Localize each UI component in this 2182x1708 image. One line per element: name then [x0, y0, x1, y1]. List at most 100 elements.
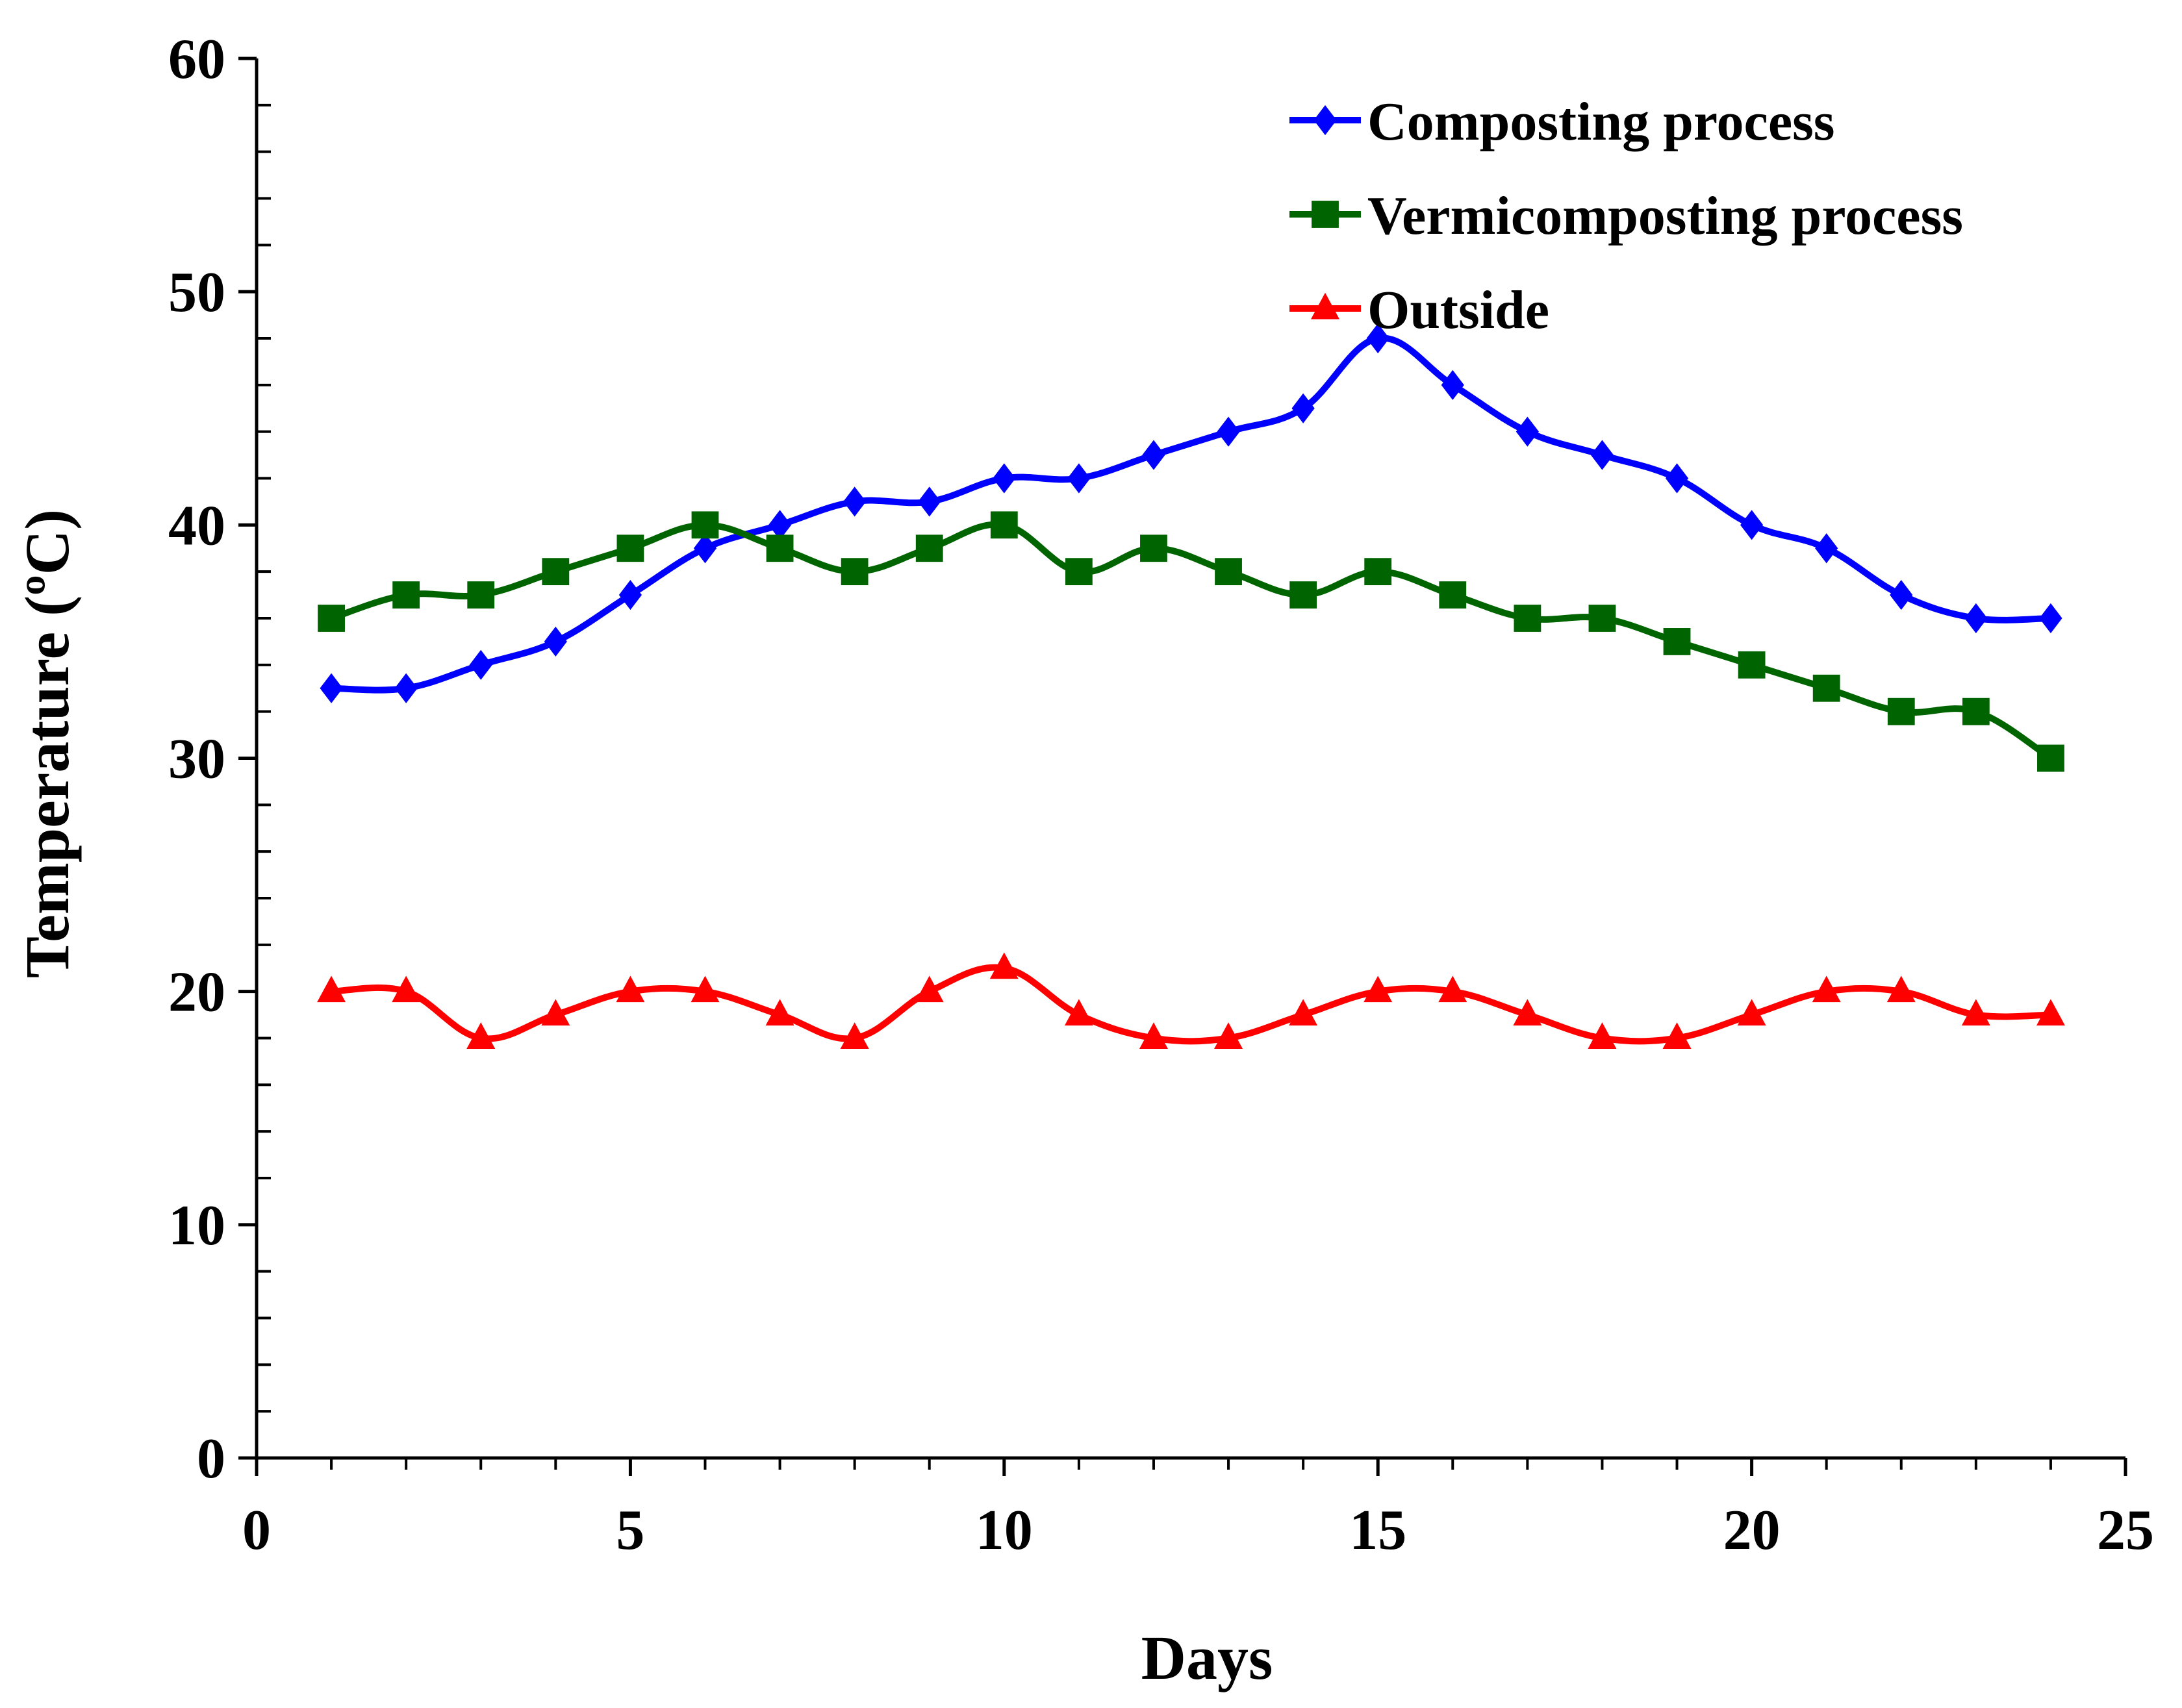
data-point — [1962, 697, 1990, 725]
x-tick-label: 0 — [242, 1499, 271, 1562]
data-point — [993, 463, 1016, 494]
data-point — [1737, 999, 1766, 1026]
data-point — [320, 673, 343, 703]
series-triangle — [317, 952, 2065, 1049]
x-tick-label: 5 — [616, 1499, 644, 1562]
y-tick-label: 20 — [168, 961, 225, 1024]
data-point — [469, 649, 492, 680]
legend-item: Vermicomposting process — [1289, 186, 1963, 246]
data-point — [1964, 603, 1988, 634]
legend-marker — [1313, 105, 1337, 136]
legend: Composting process Vermicomposting proces… — [1289, 92, 1963, 340]
legend-label: Composting process — [1367, 92, 1835, 152]
data-point — [542, 558, 570, 586]
data-point — [1588, 605, 1616, 632]
data-point — [1364, 558, 1392, 586]
data-point — [1662, 1022, 1692, 1049]
data-point — [1439, 581, 1467, 609]
data-point — [1441, 370, 1464, 400]
y-axis-title: Temperature (ºC) — [12, 509, 82, 978]
data-point — [1663, 628, 1691, 655]
data-point — [841, 558, 869, 586]
data-point — [616, 534, 644, 562]
data-point — [1886, 975, 1916, 1003]
data-point — [1812, 975, 1841, 1003]
legend-item: Outside — [1289, 280, 1549, 340]
data-point — [990, 511, 1018, 539]
data-point — [1438, 975, 1467, 1003]
data-point — [1215, 558, 1242, 586]
data-point — [1064, 999, 1093, 1026]
legend-marker — [1312, 201, 1339, 228]
axes: 0 10 20 30 40 50 60 0 5 10 15 20 25 — [168, 28, 2154, 1562]
x-axis-title: Days — [1141, 1623, 1273, 1692]
x-tick-label: 20 — [1723, 1499, 1781, 1562]
data-point — [1366, 323, 1389, 354]
y-tick-label: 40 — [168, 494, 225, 557]
data-point — [2036, 999, 2065, 1026]
series-square — [318, 511, 2064, 772]
data-point — [2037, 744, 2064, 772]
data-point — [1289, 581, 1317, 609]
data-point — [1516, 416, 1539, 447]
data-point — [1887, 697, 1915, 725]
data-point — [1289, 999, 1318, 1026]
y-tick-label: 50 — [168, 261, 225, 324]
data-point — [1291, 393, 1315, 423]
data-point — [467, 581, 495, 609]
series-diamond — [320, 323, 2062, 703]
data-point — [1665, 463, 1689, 494]
series-layer — [317, 323, 2065, 1049]
series-line — [330, 521, 2053, 761]
data-point — [1364, 975, 1393, 1003]
data-point — [691, 975, 720, 1003]
data-point — [1740, 510, 1764, 540]
data-point — [541, 999, 570, 1026]
legend-label: Outside — [1367, 280, 1549, 340]
legend-item: Composting process — [1289, 92, 1835, 152]
data-point — [1217, 416, 1240, 447]
data-point — [1514, 605, 1541, 632]
data-point — [2039, 603, 2062, 634]
data-point — [466, 1022, 496, 1049]
data-point — [1513, 999, 1542, 1026]
data-point — [318, 605, 345, 632]
data-point — [544, 626, 567, 657]
data-point — [768, 510, 792, 540]
data-point — [765, 999, 794, 1026]
series-line — [331, 334, 2051, 694]
data-point — [1812, 674, 1840, 702]
legend-label: Vermicomposting process — [1367, 186, 1963, 246]
data-point — [843, 486, 867, 517]
data-point — [392, 581, 420, 609]
data-point — [1588, 1022, 1617, 1049]
data-point — [989, 952, 1019, 979]
data-point — [1738, 651, 1766, 679]
x-tick-label: 15 — [1349, 1499, 1406, 1562]
data-point — [1890, 579, 1913, 610]
data-point — [392, 975, 421, 1003]
data-point — [394, 673, 418, 703]
data-point — [1140, 534, 1167, 562]
data-point — [317, 975, 346, 1003]
data-point — [1214, 1022, 1243, 1049]
data-point — [618, 579, 642, 610]
data-point — [840, 1022, 869, 1049]
y-tick-label: 0 — [197, 1427, 225, 1490]
data-point — [915, 975, 944, 1003]
data-point — [1590, 440, 1614, 470]
data-point — [693, 533, 717, 564]
data-point — [1067, 463, 1091, 494]
data-point — [918, 486, 941, 517]
data-point — [616, 975, 645, 1003]
y-tick-label: 30 — [168, 728, 225, 791]
data-point — [1065, 558, 1093, 586]
y-tick-label: 10 — [168, 1194, 225, 1257]
data-point — [915, 534, 943, 562]
x-tick-label: 10 — [976, 1499, 1033, 1562]
legend-marker — [1311, 292, 1339, 320]
data-point — [1139, 1022, 1168, 1049]
data-point — [766, 534, 794, 562]
data-point — [1815, 533, 1838, 564]
